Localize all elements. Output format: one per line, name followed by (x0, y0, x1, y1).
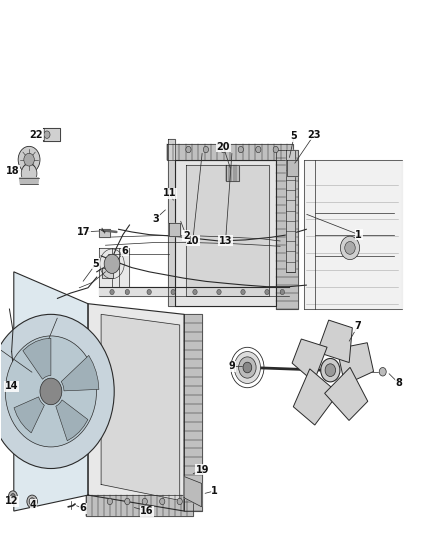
Circle shape (217, 289, 221, 295)
Polygon shape (226, 165, 239, 181)
Polygon shape (166, 144, 293, 160)
Circle shape (0, 314, 114, 469)
Polygon shape (14, 272, 88, 511)
Polygon shape (168, 139, 175, 306)
Circle shape (321, 359, 340, 382)
Polygon shape (99, 287, 289, 296)
Polygon shape (292, 339, 327, 382)
Circle shape (5, 336, 96, 447)
Circle shape (243, 362, 252, 373)
Polygon shape (286, 150, 295, 272)
Circle shape (186, 147, 191, 153)
Circle shape (29, 498, 35, 505)
Polygon shape (304, 160, 403, 309)
Text: 12: 12 (5, 496, 18, 506)
Polygon shape (175, 160, 276, 306)
Circle shape (177, 498, 182, 505)
Circle shape (221, 147, 226, 153)
Circle shape (24, 154, 34, 166)
Polygon shape (287, 160, 297, 176)
Text: 16: 16 (140, 506, 154, 516)
Circle shape (159, 498, 165, 505)
Circle shape (171, 289, 175, 295)
Circle shape (142, 498, 148, 505)
Circle shape (193, 289, 197, 295)
Circle shape (104, 254, 120, 273)
Circle shape (239, 357, 256, 378)
Circle shape (234, 352, 261, 383)
Polygon shape (102, 268, 113, 278)
Text: 4: 4 (30, 499, 37, 510)
Polygon shape (184, 477, 201, 507)
Polygon shape (25, 160, 33, 173)
Polygon shape (186, 165, 269, 296)
Text: 13: 13 (219, 236, 232, 246)
Circle shape (265, 289, 269, 295)
Circle shape (18, 147, 40, 173)
Circle shape (325, 364, 336, 376)
Polygon shape (14, 397, 44, 433)
Polygon shape (56, 400, 88, 441)
Text: 5: 5 (92, 259, 99, 269)
Circle shape (11, 494, 15, 499)
Circle shape (27, 495, 37, 508)
Text: 17: 17 (77, 227, 90, 237)
Circle shape (125, 498, 130, 505)
Text: 19: 19 (196, 465, 209, 474)
Circle shape (273, 147, 279, 153)
Circle shape (107, 498, 113, 505)
Polygon shape (293, 369, 339, 425)
Text: 3: 3 (152, 214, 159, 224)
Text: 1: 1 (355, 230, 362, 240)
Circle shape (280, 289, 285, 295)
Circle shape (125, 289, 130, 295)
Polygon shape (88, 304, 184, 511)
Circle shape (379, 368, 386, 376)
Polygon shape (99, 229, 110, 237)
Polygon shape (101, 314, 180, 500)
Text: 11: 11 (163, 188, 177, 198)
Circle shape (340, 236, 360, 260)
Polygon shape (61, 356, 99, 391)
Polygon shape (19, 177, 39, 184)
Text: 8: 8 (396, 378, 403, 389)
Circle shape (345, 241, 355, 254)
Text: 18: 18 (6, 166, 20, 176)
Text: 1: 1 (211, 486, 218, 496)
Polygon shape (86, 495, 193, 516)
Polygon shape (276, 150, 297, 309)
Circle shape (21, 164, 37, 183)
Polygon shape (337, 343, 374, 385)
Text: 2: 2 (183, 231, 190, 241)
Circle shape (256, 147, 261, 153)
Circle shape (238, 147, 244, 153)
Polygon shape (317, 320, 352, 362)
Text: 14: 14 (5, 381, 18, 391)
Polygon shape (169, 223, 180, 236)
Text: 6: 6 (79, 503, 86, 513)
Polygon shape (184, 314, 201, 511)
Text: 23: 23 (307, 130, 321, 140)
Polygon shape (99, 248, 130, 287)
Text: 7: 7 (354, 321, 361, 331)
Text: 5: 5 (291, 131, 297, 141)
Text: 20: 20 (217, 142, 230, 152)
Circle shape (147, 289, 151, 295)
Text: 22: 22 (30, 130, 43, 140)
Circle shape (110, 289, 114, 295)
Polygon shape (42, 128, 60, 141)
Polygon shape (325, 367, 368, 421)
Text: 9: 9 (229, 361, 236, 372)
Text: 10: 10 (186, 236, 200, 246)
Circle shape (40, 378, 62, 405)
Circle shape (241, 289, 245, 295)
Circle shape (44, 131, 50, 139)
Polygon shape (23, 338, 51, 379)
Circle shape (203, 147, 208, 153)
Text: 6: 6 (122, 246, 128, 255)
Circle shape (9, 491, 17, 502)
